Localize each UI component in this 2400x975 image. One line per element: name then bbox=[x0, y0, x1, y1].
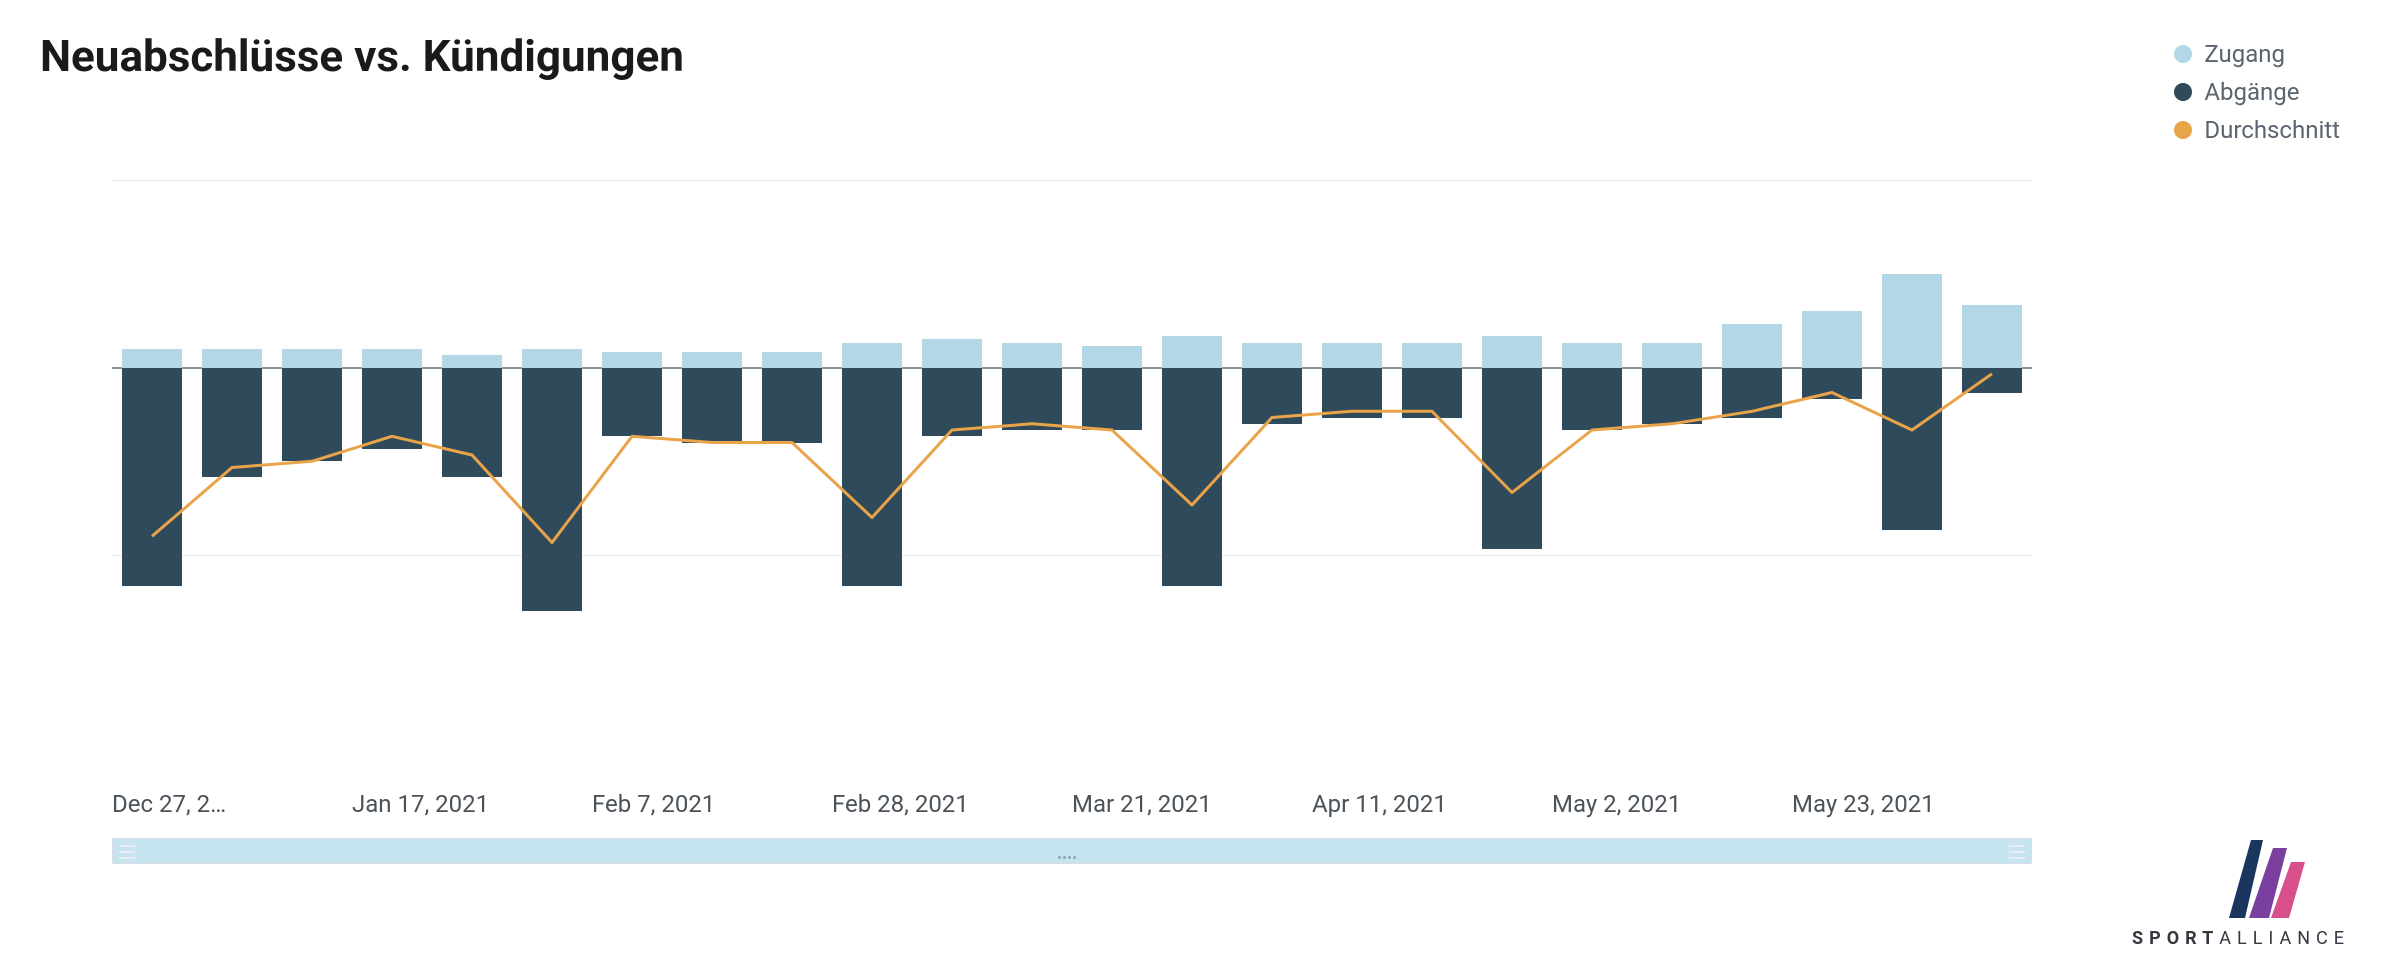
legend-item-durchschnitt: Durchschnitt bbox=[2174, 116, 2340, 144]
x-axis-label: May 23, 2021 bbox=[1792, 790, 1935, 818]
brand-logo-text: SPORTALLIANCE bbox=[2132, 928, 2350, 949]
legend-label-zugang: Zugang bbox=[2204, 40, 2285, 68]
x-axis-label: May 2, 2021 bbox=[1552, 790, 1681, 818]
chart-title: Neuabschlüsse vs. Kündigungen bbox=[40, 30, 2360, 82]
legend-label-durchschnitt: Durchschnitt bbox=[2204, 116, 2340, 144]
legend-label-abgaenge: Abgänge bbox=[2204, 78, 2299, 106]
brand-logo-mark bbox=[2171, 840, 2311, 918]
brand-word-1: SPORT bbox=[2132, 928, 2219, 949]
brand-word-2: ALLIANCE bbox=[2219, 928, 2350, 949]
x-axis-label: Feb 28, 2021 bbox=[832, 790, 969, 818]
x-axis-label: Apr 11, 2021 bbox=[1312, 790, 1447, 818]
legend-item-zugang: Zugang bbox=[2174, 40, 2340, 68]
legend-swatch-zugang bbox=[2174, 45, 2192, 63]
x-axis-label: Dec 27, 2… bbox=[112, 790, 226, 818]
legend-item-abgaenge: Abgänge bbox=[2174, 78, 2340, 106]
x-axis-labels: Dec 27, 2… Jan 17, 2021 Feb 7, 2021 Feb 28,… bbox=[112, 790, 2032, 830]
legend: Zugang Abgänge Durchschnitt bbox=[2174, 40, 2340, 154]
line-durchschnitt[interactable] bbox=[152, 374, 1992, 543]
brand-logo: SPORTALLIANCE bbox=[2132, 840, 2350, 949]
scrollbar-handle-icon bbox=[1057, 847, 1087, 855]
scrollbar-grip-right[interactable] bbox=[2009, 845, 2025, 859]
range-scrollbar[interactable] bbox=[112, 838, 2032, 864]
chart-plot-area bbox=[112, 180, 2032, 680]
legend-swatch-durchschnitt bbox=[2174, 121, 2192, 139]
legend-swatch-abgaenge bbox=[2174, 83, 2192, 101]
x-axis-label: Feb 7, 2021 bbox=[592, 790, 715, 818]
avg-line bbox=[112, 180, 2032, 680]
scrollbar-grip-left[interactable] bbox=[119, 845, 135, 859]
x-axis-label: Jan 17, 2021 bbox=[352, 790, 489, 818]
x-axis-label: Mar 21, 2021 bbox=[1072, 790, 1212, 818]
